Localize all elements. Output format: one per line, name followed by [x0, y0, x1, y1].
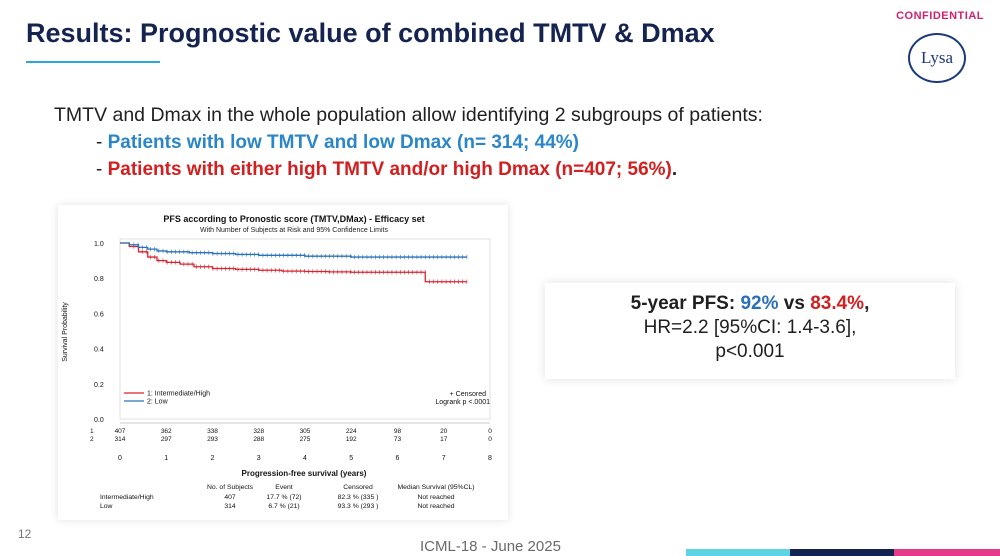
km-curve-intermediate-high	[120, 242, 467, 283]
x-axis-label: Progression-free survival (years)	[242, 469, 367, 478]
slide-title: Results: Prognostic value of combined TM…	[26, 18, 715, 48]
x-tick-label: 7	[442, 455, 446, 462]
summary-cell: Low	[100, 503, 113, 510]
bullet-high: - Patients with either high TMTV and/or …	[96, 159, 677, 181]
km-chart-box: PFS according to Pronostic score (TMTV,D…	[58, 205, 508, 520]
logo-text: Lysa	[920, 48, 954, 67]
chart-subtitle: With Number of Subjects at Risk and 95% …	[200, 227, 388, 234]
bullet-dash: -	[96, 159, 108, 180]
summary-cell: 82.3 % (335 )	[338, 494, 379, 501]
pfs-comma: ,	[864, 293, 870, 314]
summary-cell: 6.7 % (21)	[268, 503, 299, 510]
summary-cell: Not reached	[417, 503, 454, 510]
censored-note: + Censored	[450, 391, 486, 398]
y-axis-label: Survival Probability	[62, 302, 69, 362]
y-tick-label: 0.4	[94, 347, 104, 354]
footer-bar-pink	[894, 549, 1000, 556]
pfs-low-value: 92%	[740, 293, 779, 314]
intro-text: TMTV and Dmax in the whole population al…	[54, 104, 763, 126]
summary-cell: Not reached	[417, 494, 454, 501]
summary-cell: 93.3 % (293 )	[338, 503, 379, 510]
bullet-dash: -	[96, 132, 108, 153]
confidential-label: CONFIDENTIAL	[896, 10, 984, 22]
at-risk-group-label: 1	[90, 428, 94, 435]
bullet-period: .	[671, 159, 678, 180]
at-risk-count: 305	[300, 428, 311, 435]
summary-header: Event	[275, 484, 292, 491]
y-tick-label: 1.0	[94, 241, 104, 248]
hazard-ratio: HR=2.2 [95%CI: 1.4-3.6],	[643, 317, 857, 338]
bullet-high-text: Patients with either high TMTV and/or hi…	[107, 159, 672, 180]
summary-header: No. of Subjects	[207, 484, 254, 491]
x-tick-label: 8	[488, 455, 492, 462]
summary-cell: 17.7 % (72)	[266, 494, 301, 501]
logrank-note: Logrank p <.0001	[435, 399, 490, 406]
at-risk-count: 275	[300, 436, 311, 443]
at-risk-count: 192	[346, 436, 357, 443]
km-chart: PFS according to Pronostic score (TMTV,D…	[62, 214, 492, 510]
plot-frame	[119, 238, 491, 420]
y-tick-label: 0.0	[94, 417, 104, 424]
at-risk-count: 328	[253, 428, 264, 435]
pfs-line: 5-year PFS: 92% vs 83.4%,	[545, 293, 955, 315]
bullet-low-text: Patients with low TMTV and low Dmax (n= …	[107, 132, 580, 153]
x-tick-label: 0	[118, 455, 122, 462]
km-curve-low	[120, 242, 467, 258]
at-risk-count: 288	[253, 436, 264, 443]
at-risk-count: 17	[440, 436, 448, 443]
y-tick-label: 0.2	[94, 382, 104, 389]
pfs-result-box: 5-year PFS: 92% vs 83.4%, HR=2.2 [95%CI:…	[545, 283, 955, 379]
legend-entry: 1: Intermediate/High	[147, 391, 210, 398]
footer-bar-navy	[790, 549, 894, 556]
summary-header: Censored	[343, 484, 373, 491]
legend-entry: 2: Low	[147, 399, 169, 406]
at-risk-count: 297	[161, 436, 172, 443]
at-risk-count: 338	[207, 428, 218, 435]
x-tick-label: 3	[257, 455, 261, 462]
title-underline	[26, 61, 160, 63]
footer-bar-cyan	[686, 549, 790, 556]
x-tick-label: 6	[396, 455, 400, 462]
footer-text: ICML-18 - June 2025	[420, 538, 561, 555]
at-risk-count: 362	[161, 428, 172, 435]
at-risk-count: 224	[346, 428, 357, 435]
x-tick-label: 4	[303, 455, 307, 462]
pfs-vs: vs	[778, 293, 811, 314]
x-tick-label: 2	[211, 455, 215, 462]
at-risk-count: 293	[207, 436, 218, 443]
p-value: p<0.001	[715, 341, 785, 362]
chart-title: PFS according to Pronostic score (TMTV,D…	[163, 214, 424, 224]
at-risk-count: 314	[115, 436, 126, 443]
at-risk-count: 0	[488, 428, 492, 435]
bullet-low: - Patients with low TMTV and low Dmax (n…	[96, 132, 579, 154]
y-tick-label: 0.8	[94, 276, 104, 283]
slide-number: 12	[18, 527, 32, 541]
at-risk-count: 73	[394, 436, 402, 443]
x-tick-label: 1	[164, 455, 168, 462]
lysa-logo: Lysa	[908, 33, 966, 83]
summary-cell: 314	[224, 503, 236, 510]
pfs-label: 5-year PFS:	[630, 293, 741, 314]
at-risk-count: 98	[394, 428, 402, 435]
at-risk-count: 20	[440, 428, 448, 435]
at-risk-count: 0	[488, 436, 492, 443]
x-tick-label: 5	[349, 455, 353, 462]
summary-cell: Intermediate/High	[100, 494, 154, 501]
summary-cell: 407	[224, 494, 236, 501]
summary-header: Median Survival (95%CL)	[397, 484, 474, 491]
pfs-high-value: 83.4%	[810, 293, 865, 314]
y-tick-label: 0.6	[94, 311, 104, 318]
at-risk-group-label: 2	[90, 436, 94, 443]
at-risk-count: 407	[115, 428, 126, 435]
